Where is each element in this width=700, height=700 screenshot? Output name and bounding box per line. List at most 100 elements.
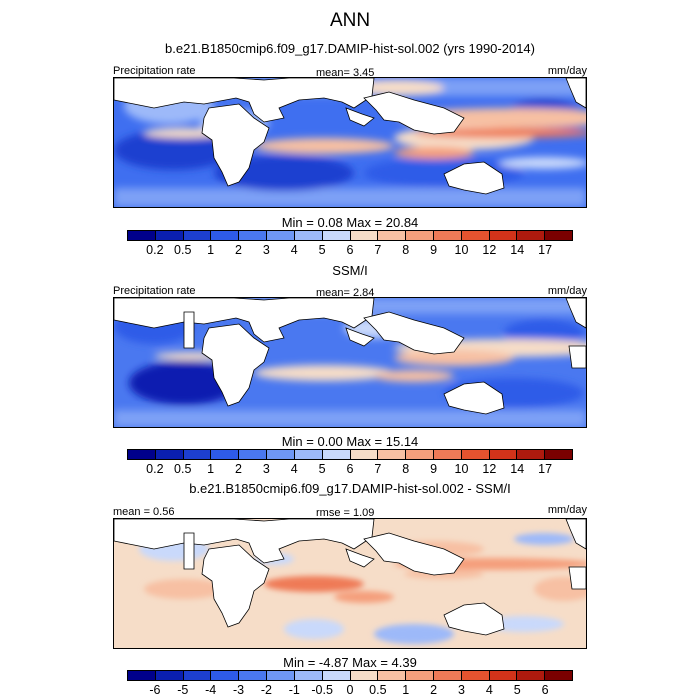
colorbar-tick-label: -1 [288,683,300,697]
panel1-mean-label: mean= 3.45 [316,67,375,79]
colorbar-swatch [239,231,268,240]
colorbar-tick-label: 14 [510,243,525,257]
colorbar-swatch [545,231,572,240]
colorbar-swatch [183,671,212,680]
colorbar-swatch [433,450,462,459]
colorbar-tick-label: 4 [485,683,493,697]
panel1-minmax: Min = 0.08 Max = 20.84 [281,215,419,230]
colorbar-swatch [211,231,240,240]
colorbar-swatch [545,450,572,459]
panel2-land [114,298,586,415]
panel1-subtitle: b.e21.B1850cmip6.f09_g17.DAMIP-hist-sol.… [165,41,535,56]
colorbar-tick-label: 0.2 [146,462,164,476]
colorbar-tick-label: 6 [541,683,549,697]
colorbar-tick-label: 0 [346,683,354,697]
panel1-map [113,77,587,208]
panel3-land [114,519,586,636]
colorbar-tick-label: -6 [149,683,161,697]
panel3-map [113,518,587,649]
panel1-colorbar [127,230,573,241]
panel2-mean-label: mean= 2.84 [316,287,375,299]
colorbar-swatch [545,671,572,680]
colorbar-tick-label: 1 [207,243,215,257]
colorbar-swatch [183,231,212,240]
panel2-subtitle: SSM/I [332,263,368,278]
panel3-colorbar [127,670,573,681]
colorbar-swatch [267,671,295,680]
panel1-variable-label: Precipitation rate [113,65,196,77]
colorbar-swatch [406,671,434,680]
panel3-colorbar-ticks: -6 -5 -4 -3 -2 -1 -0.5 0 0.5 1 2 3 4 5 6 [127,683,573,699]
colorbar-swatch [406,450,434,459]
panel3-units-label: mm/day [547,504,587,516]
colorbar-tick-label: 7 [374,462,382,476]
colorbar-swatch [128,671,156,680]
colorbar-swatch [128,450,156,459]
colorbar-tick-label: 6 [346,462,354,476]
panel1-units-label: mm/day [547,65,587,77]
panel3-rmse-label: rmse = 1.09 [316,507,375,519]
colorbar-swatch [350,671,379,680]
colorbar-tick-label: 0.2 [146,243,164,257]
colorbar-swatch [378,450,407,459]
colorbar-swatch [461,671,490,680]
colorbar-tick-label: 5 [513,683,521,697]
colorbar-tick-label: -3 [232,683,245,697]
colorbar-swatch [461,231,490,240]
colorbar-swatch [211,450,240,459]
panel3-subtitle: b.e21.B1850cmip6.f09_g17.DAMIP-hist-sol.… [189,481,511,496]
colorbar-tick-label: 1 [402,683,410,697]
colorbar-swatch [267,450,295,459]
colorbar-swatch [489,231,518,240]
colorbar-tick-label: 9 [430,243,438,257]
colorbar-tick-label: 17 [538,462,553,476]
colorbar-tick-label: 0.5 [174,243,192,257]
colorbar-swatch [378,231,407,240]
colorbar-swatch [267,231,295,240]
colorbar-tick-label: 7 [374,243,382,257]
colorbar-tick-label: 6 [346,243,354,257]
colorbar-tick-label: 2 [235,243,242,257]
colorbar-swatch [433,671,462,680]
colorbar-swatch [183,450,212,459]
figure-title: ANN [329,10,371,31]
panel2-colorbar [127,449,573,460]
colorbar-swatch [517,450,546,459]
colorbar-swatch [350,450,379,459]
colorbar-tick-label: 17 [538,243,553,257]
colorbar-swatch [517,671,546,680]
colorbar-tick-label: -0.5 [311,683,333,697]
colorbar-tick-label: 10 [454,243,469,257]
colorbar-swatch [155,231,184,240]
colorbar-swatch [155,671,184,680]
colorbar-swatch [461,450,490,459]
colorbar-tick-label: 14 [510,462,525,476]
colorbar-tick-label: 3 [262,462,270,476]
colorbar-swatch [378,671,407,680]
colorbar-swatch [350,231,379,240]
colorbar-tick-label: 10 [454,462,469,476]
colorbar-tick-label: 3 [458,683,465,697]
panel2-colorbar-ticks: 0.2 0.5 1 2 3 4 5 6 7 8 9 10 12 14 17 [127,462,573,478]
colorbar-swatch [155,450,184,459]
colorbar-tick-label: 4 [290,243,298,257]
colorbar-tick-label: -5 [177,683,189,697]
colorbar-swatch [322,231,351,240]
colorbar-swatch [433,231,462,240]
colorbar-tick-label: 2 [235,462,242,476]
colorbar-tick-label: 8 [402,243,410,257]
colorbar-swatch [406,231,434,240]
colorbar-swatch [294,671,323,680]
colorbar-tick-label: 12 [482,462,497,476]
panel3-minmax: Min = -4.87 Max = 4.39 [283,655,417,670]
panel2-variable-label: Precipitation rate [113,285,196,297]
panel2-minmax: Min = 0.00 Max = 15.14 [281,434,419,449]
colorbar-tick-label: 2 [430,683,438,697]
colorbar-tick-label: -2 [260,683,272,697]
colorbar-swatch [239,450,268,459]
colorbar-tick-label: 5 [318,243,326,257]
colorbar-tick-label: 0.5 [369,683,387,697]
colorbar-tick-label: 4 [290,462,298,476]
panel2-map [113,297,587,428]
colorbar-tick-label: 1 [207,462,215,476]
